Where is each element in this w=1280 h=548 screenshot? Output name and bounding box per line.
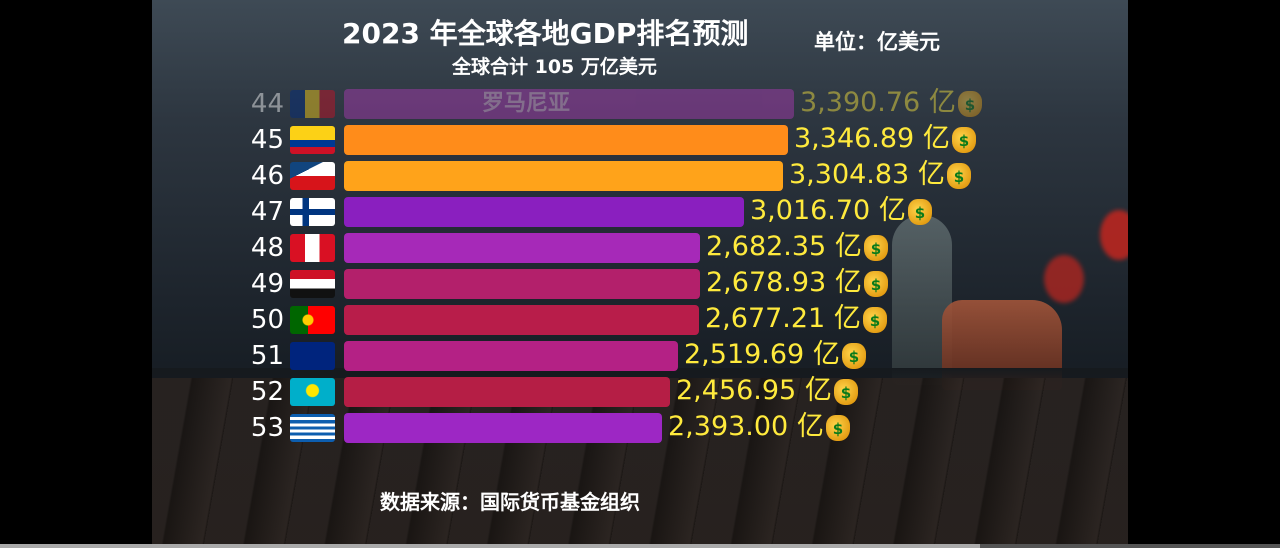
money-bag-icon: $: [908, 199, 932, 225]
rank-label: 53: [250, 413, 284, 443]
gdp-value-label: 3,304.83 亿: [789, 159, 945, 190]
peru-flag-icon: [290, 234, 335, 262]
chart-title: 2023 年全球各地GDP排名预测: [342, 17, 749, 50]
money-bag-icon: $: [947, 163, 971, 189]
gdp-bar: [344, 161, 783, 191]
gdp-value-label: 2,519.69 亿: [684, 339, 840, 370]
czechia-flag-icon: [290, 162, 335, 190]
rank-label: 45: [250, 125, 284, 155]
gdp-bar: [344, 269, 700, 299]
gdp-value-label: 3,346.89 亿: [794, 123, 950, 154]
rank-label: 47: [250, 197, 284, 227]
gdp-bar: [344, 341, 678, 371]
gdp-value-label: 3,016.70 亿: [750, 195, 906, 226]
video-progress-fill: [0, 544, 980, 548]
video-frame: 2023 年全球各地GDP排名预测 单位：亿美元 全球合计 105 万亿美元 4…: [152, 0, 1128, 548]
gdp-bar: [344, 197, 744, 227]
money-bag-icon: $: [958, 91, 982, 117]
finland-flag-icon: [290, 198, 335, 226]
gdp-value-label: 2,682.35 亿: [706, 231, 862, 262]
bokeh-light: [1044, 255, 1084, 303]
money-bag-icon: $: [863, 307, 887, 333]
kazakhstan-flag-icon: [290, 378, 335, 406]
money-bag-icon: $: [952, 127, 976, 153]
country-name: 罗马尼亚: [482, 91, 571, 116]
data-source: 数据来源：国际货币基金组织: [380, 490, 640, 514]
money-bag-icon: $: [864, 235, 888, 261]
iraq-flag-icon: [290, 270, 335, 298]
money-bag-icon: $: [864, 271, 888, 297]
bokeh-light: [1100, 210, 1128, 260]
rank-label: 49: [250, 269, 284, 299]
rank-label: 52: [250, 377, 284, 407]
chart-subtitle: 全球合计 105 万亿美元: [452, 56, 657, 78]
gdp-value-label: 2,678.93 亿: [706, 267, 862, 298]
rank-label: 48: [250, 233, 284, 263]
rank-label: 46: [250, 161, 284, 191]
gdp-value-label: 2,456.95 亿: [676, 375, 832, 406]
greece-flag-icon: [290, 414, 335, 442]
gdp-value-label: 3,390.76 亿: [800, 87, 956, 118]
gdp-bar: [344, 377, 670, 407]
rank-label: 44: [250, 89, 284, 119]
colombia-flag-icon: [290, 126, 335, 154]
romania-flag-icon: [290, 90, 335, 118]
rank-label: 51: [250, 341, 284, 371]
gdp-bar: [344, 413, 662, 443]
rank-label: 50: [250, 305, 284, 335]
gdp-value-label: 2,393.00 亿: [668, 411, 824, 442]
new-zealand-flag-icon: [290, 342, 335, 370]
money-bag-icon: $: [834, 379, 858, 405]
money-bag-icon: $: [826, 415, 850, 441]
gdp-bar: [344, 89, 794, 119]
gdp-bar: [344, 125, 788, 155]
money-bag-icon: $: [842, 343, 866, 369]
unit-label: 单位：亿美元: [814, 30, 940, 54]
gdp-bar: [344, 305, 699, 335]
gdp-bar: [344, 233, 700, 263]
gdp-value-label: 2,677.21 亿: [705, 303, 861, 334]
portugal-flag-icon: [290, 306, 335, 334]
